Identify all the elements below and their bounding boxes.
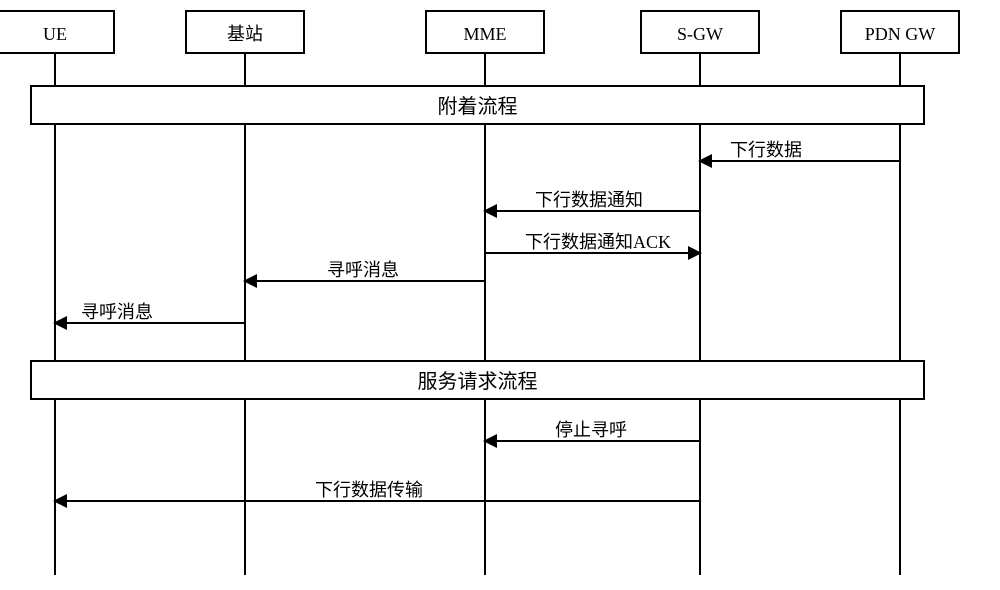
actor-pdngw: PDN GW xyxy=(840,10,960,54)
lifeline-bs xyxy=(244,54,246,575)
message-label-dl_notify: 下行数据通知 xyxy=(535,186,643,212)
message-label-paging_bs: 寻呼消息 xyxy=(327,256,399,282)
actor-label: S-GW xyxy=(677,24,723,44)
lifeline-sgw xyxy=(699,54,701,575)
actor-ue: UE xyxy=(0,10,115,54)
sequence-diagram: UE 基站 MME S-GW PDN GW 附着流程服务请求流程 下行数据下行数据通知下行数… xyxy=(0,0,1000,590)
actor-label: MME xyxy=(463,24,506,44)
actor-label: 基站 xyxy=(227,24,263,44)
actor-label: PDN GW xyxy=(865,24,936,44)
message-label-dl_xfer: 下行数据传输 xyxy=(315,476,423,502)
message-label-stop_paging: 停止寻呼 xyxy=(555,416,627,442)
span-svc_req: 服务请求流程 xyxy=(30,360,925,400)
actor-sgw: S-GW xyxy=(640,10,760,54)
span-attach: 附着流程 xyxy=(30,85,925,125)
lifeline-mme xyxy=(484,54,486,575)
actor-mme: MME xyxy=(425,10,545,54)
lifeline-pdngw xyxy=(899,54,901,575)
message-label-dl_data: 下行数据 xyxy=(730,136,802,162)
actor-label: UE xyxy=(43,24,67,44)
message-label-dl_notify_ack: 下行数据通知ACK xyxy=(525,228,671,254)
span-label: 服务请求流程 xyxy=(418,371,538,393)
actor-bs: 基站 xyxy=(185,10,305,54)
message-label-paging_ue: 寻呼消息 xyxy=(81,298,153,324)
span-label: 附着流程 xyxy=(438,96,518,118)
